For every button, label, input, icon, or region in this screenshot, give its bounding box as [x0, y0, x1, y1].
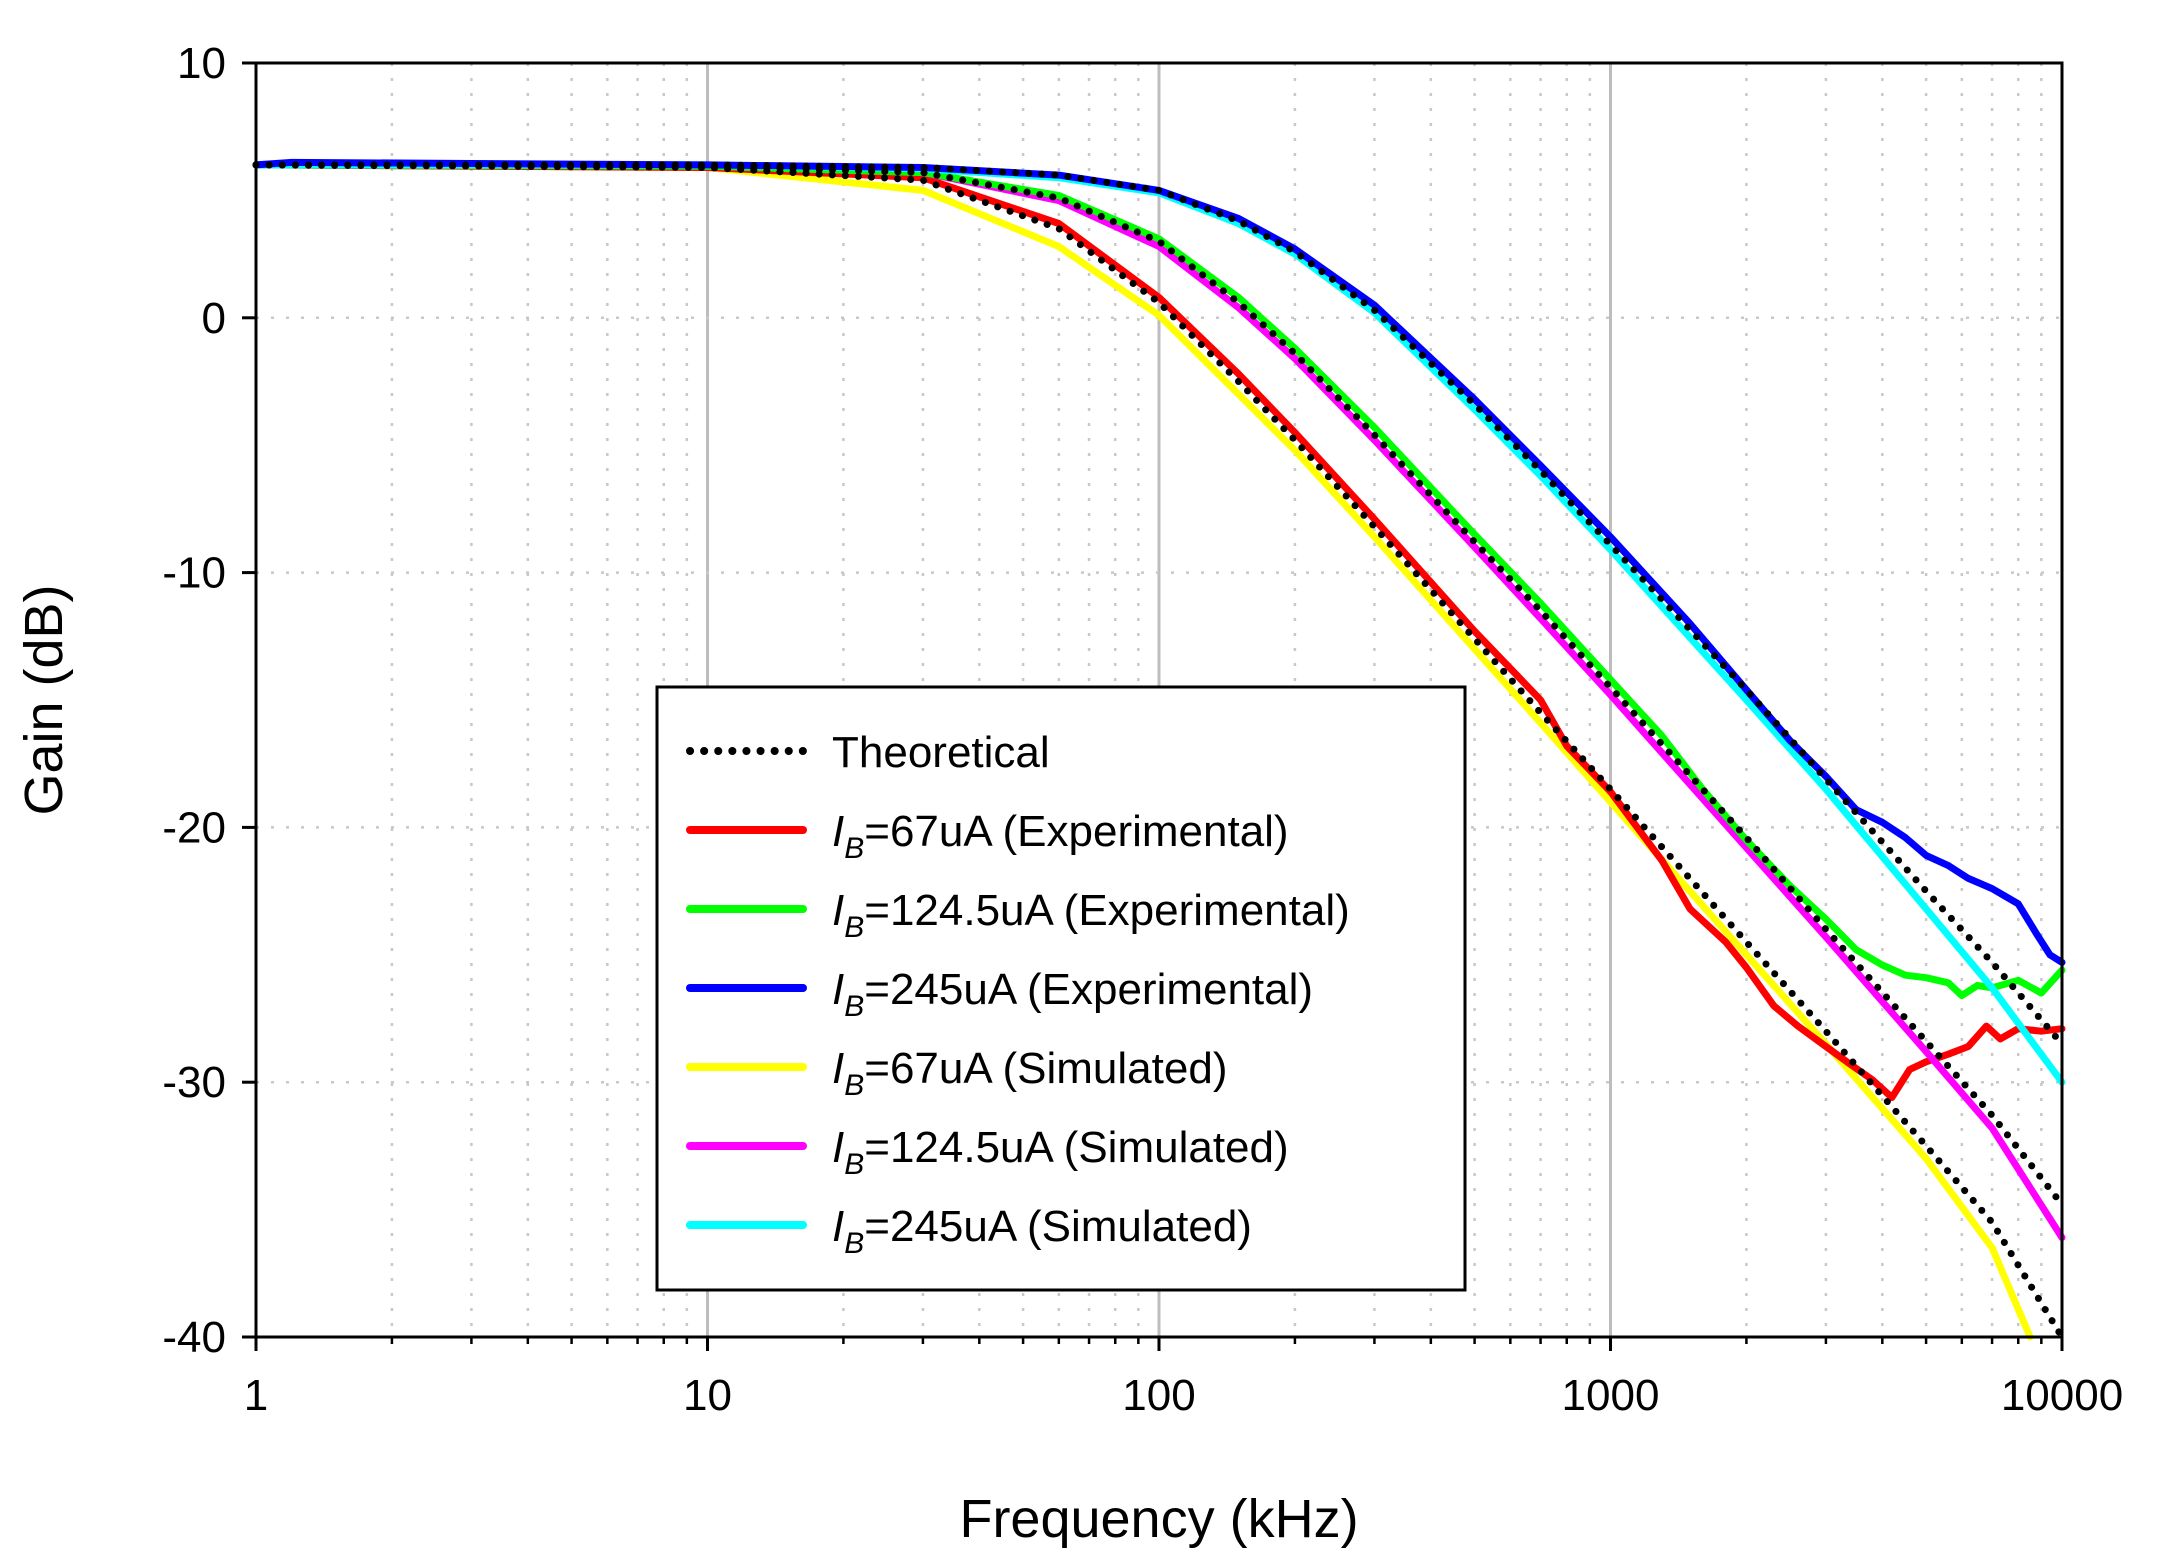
- y-tick-label: -30: [162, 1058, 226, 1107]
- legend-item: IB=124.5uA (Experimental): [686, 886, 1350, 944]
- x-tick-label: 10000: [2001, 1371, 2123, 1420]
- x-tick-label: 100: [1122, 1371, 1195, 1420]
- x-tick-label: 10: [683, 1371, 732, 1420]
- legend-item: Theoretical: [686, 728, 1050, 777]
- legend-item: IB=245uA (Experimental): [686, 965, 1313, 1023]
- legend-item: IB=124.5uA (Simulated): [686, 1123, 1289, 1181]
- x-tick-label: 1000: [1562, 1371, 1660, 1420]
- y-tick-label: -40: [162, 1313, 226, 1362]
- legend-label: IB=245uA (Experimental): [832, 965, 1313, 1023]
- legend-label: IB=67uA (Simulated): [832, 1044, 1227, 1102]
- axis-ticks: [242, 61, 2064, 1351]
- legend-label: IB=67uA (Experimental): [832, 807, 1289, 865]
- legend: Theoretical IB=67uA (Experimental) IB=124.…: [655, 685, 1467, 1292]
- legend-label: IB=124.5uA (Experimental): [832, 886, 1350, 944]
- y-tick-label: -20: [162, 803, 226, 852]
- series-lines: [252, 158, 2066, 1341]
- legend-item: IB=67uA (Experimental): [686, 807, 1289, 865]
- y-tick-label: 0: [202, 294, 226, 343]
- legend-item: IB=67uA (Simulated): [686, 1044, 1227, 1102]
- legend-item: IB=245uA (Simulated): [686, 1202, 1252, 1260]
- legend-label: Theoretical: [832, 728, 1050, 777]
- x-axis-label: Frequency (kHz): [959, 1489, 1358, 1549]
- series-line-4: [252, 161, 2034, 1341]
- series-line-0-b: [252, 161, 2066, 1208]
- x-tick-label: 1: [244, 1371, 268, 1420]
- y-tick-label: -10: [162, 549, 226, 598]
- series-line-0-a: [252, 161, 2066, 1341]
- legend-items: Theoretical IB=67uA (Experimental) IB=124.…: [686, 728, 1350, 1260]
- legend-label: IB=124.5uA (Simulated): [832, 1123, 1289, 1181]
- y-tick-labels: 10 0 -10 -20 -30 -40: [162, 39, 226, 1362]
- series-line-1: [252, 161, 2066, 1101]
- y-tick-label: 10: [177, 39, 226, 88]
- series-line-0-c: [252, 161, 2066, 1048]
- x-tick-labels: 1 10 100 1000 10000: [244, 1371, 2123, 1420]
- y-axis-label: Gain (dB): [14, 584, 74, 815]
- legend-label: IB=245uA (Simulated): [832, 1202, 1252, 1260]
